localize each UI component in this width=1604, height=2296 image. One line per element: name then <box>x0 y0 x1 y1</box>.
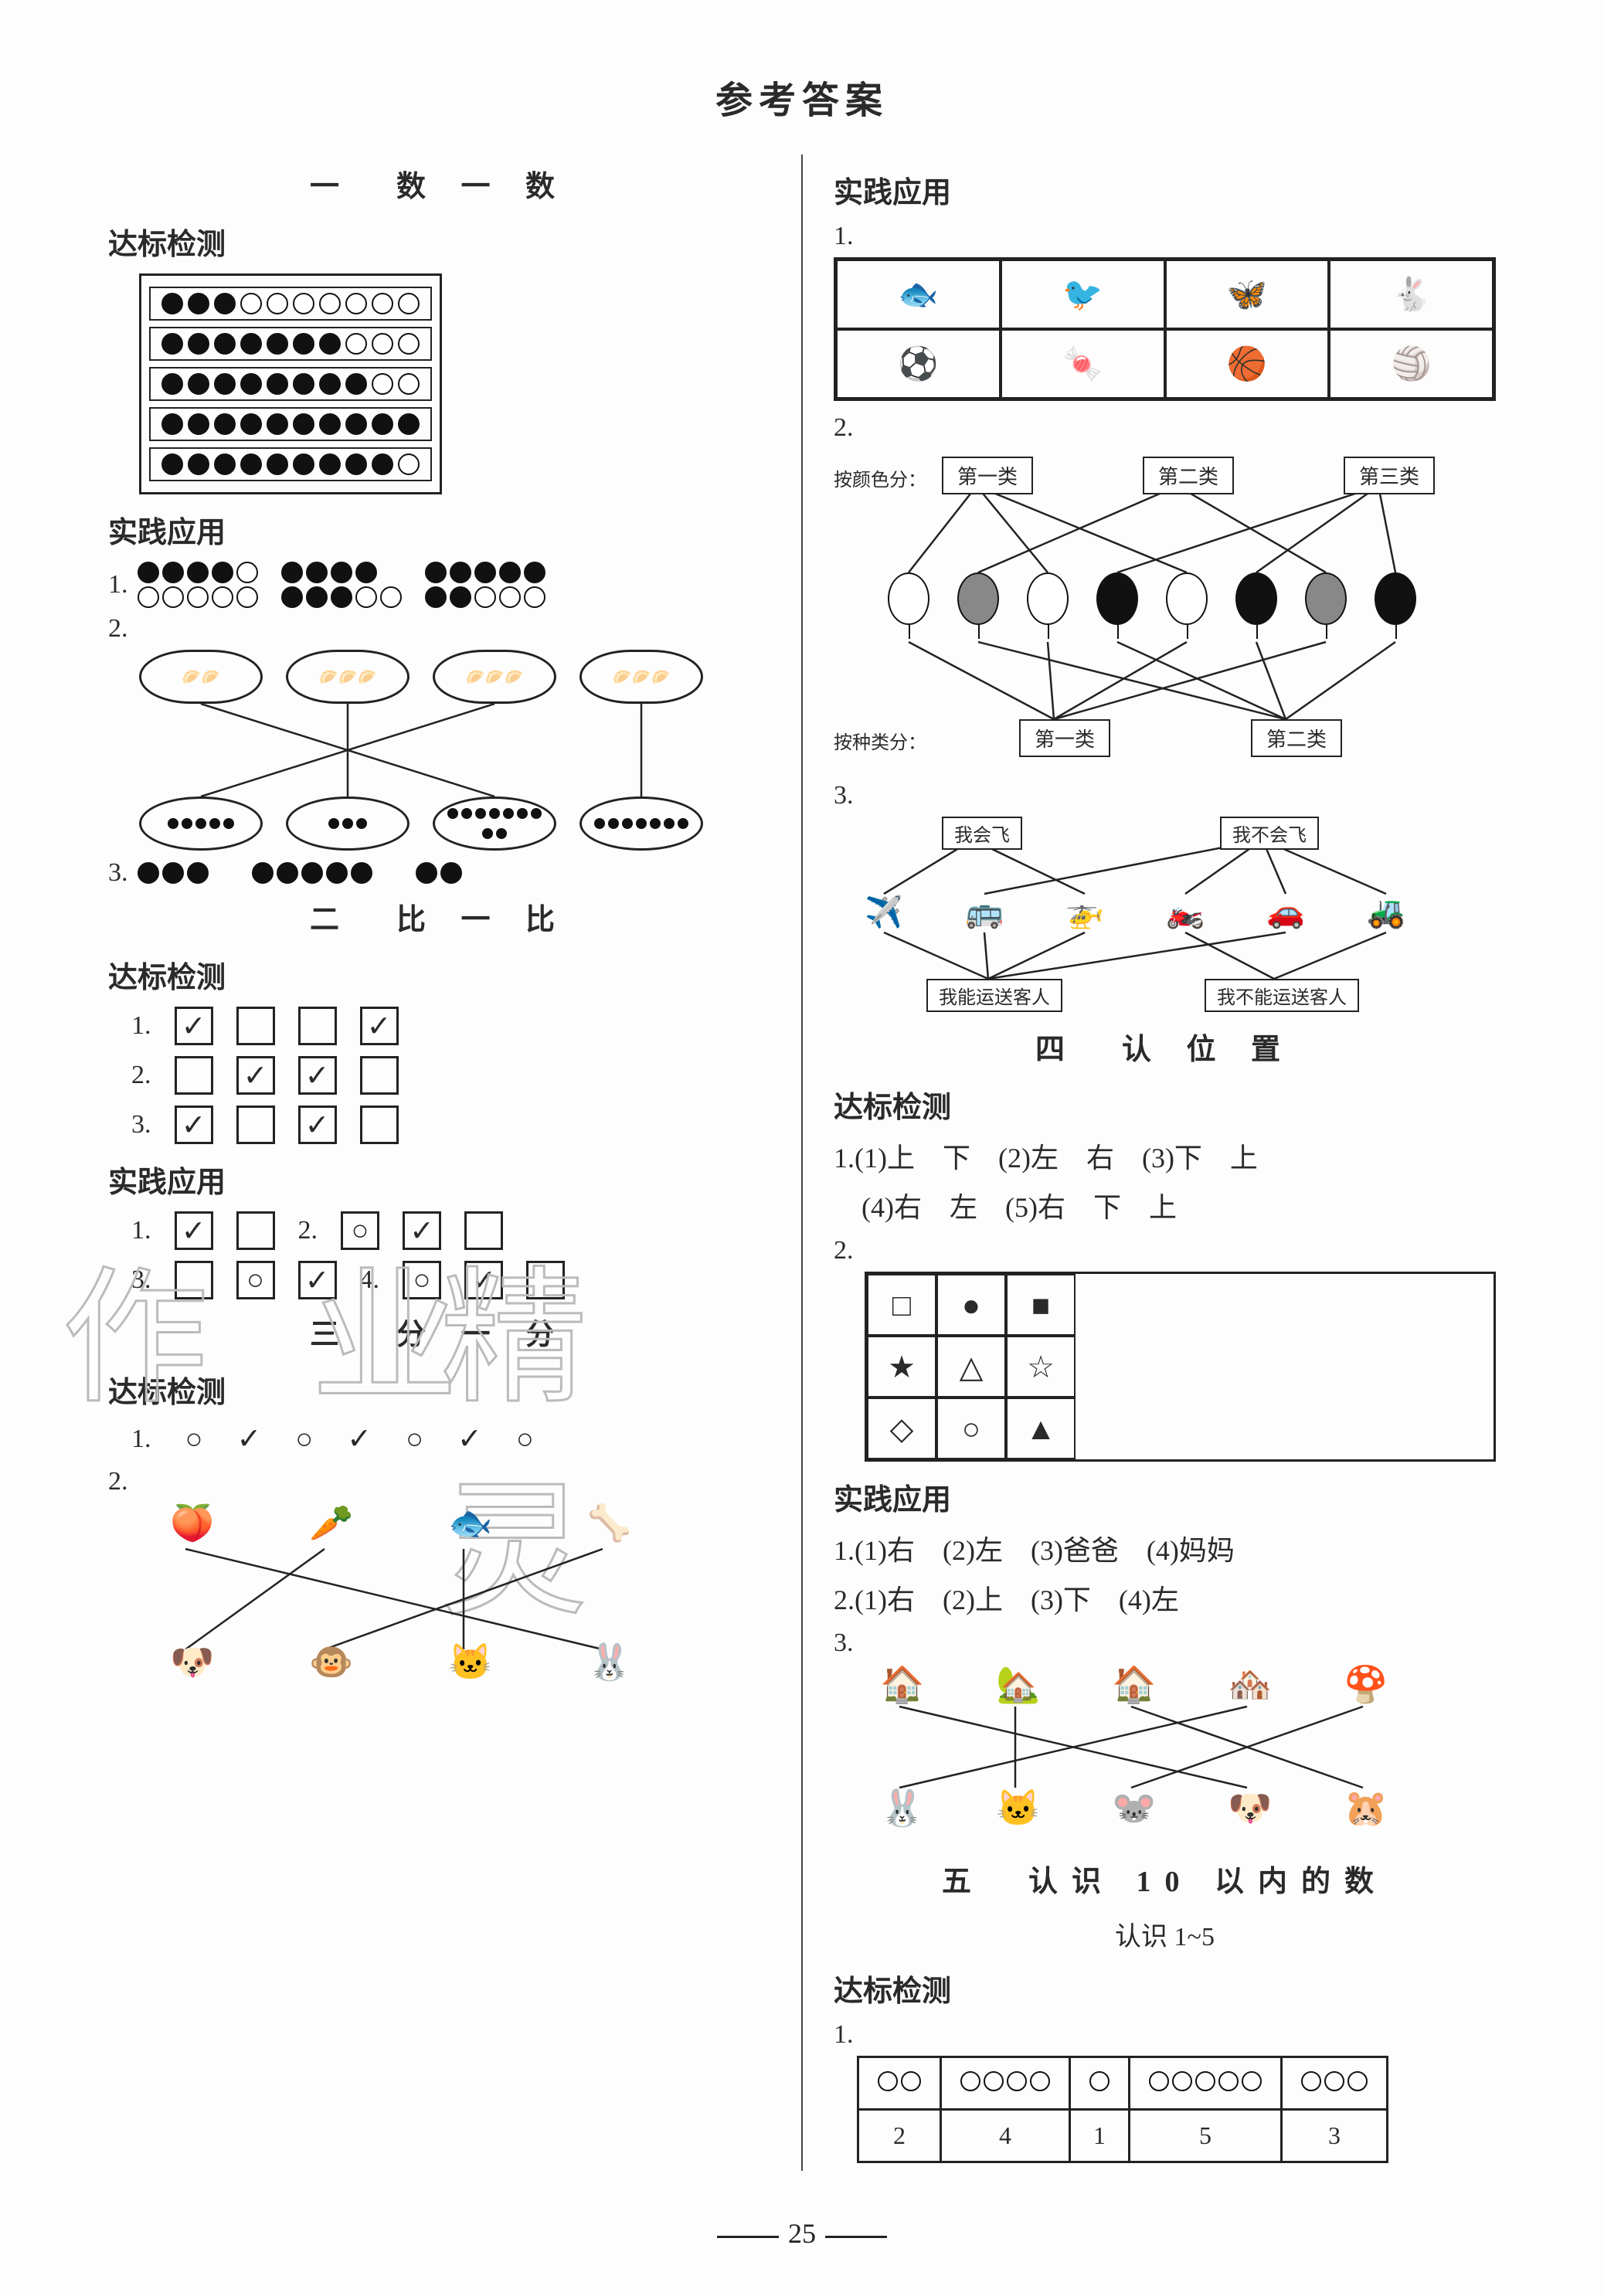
plates-ovals-matching: 🥟🥟🥟🥟🥟🥟🥟🥟🥟🥟🥟 <box>108 650 770 851</box>
sj2-row1: 1.✓2.○✓ <box>131 1211 770 1250</box>
vehicle-classification: 我会飞我不会飞✈️🚌🚁🏍️🚗🚜我能运送客人我不能运送客人 <box>834 817 1496 1017</box>
shape-grid-3x3: □●■★△☆◇○▲ <box>865 1272 1496 1462</box>
number-table: 24153 <box>857 2056 1388 2163</box>
db3-row: 1.○✓○✓○✓○ <box>131 1421 770 1456</box>
r-q2-label: 2. <box>834 413 1496 443</box>
sj4-line1: 1.(1)右 (2)左 (3)爸爸 (4)妈妈 <box>834 1529 1496 1574</box>
sj4-q3-label: 3. <box>834 1629 1496 1658</box>
db4-line2: (4)右 左 (5)右 下 上 <box>834 1186 1496 1231</box>
watermark-region: 1.✓2.○✓ 3.○✓4.○✓ 三 分 一 分 达标检测 1.○✓○✓○✓○ … <box>108 1211 770 1456</box>
section-2-title: 二 比 一 比 <box>108 895 770 938</box>
heading-shijian-r1: 实践应用 <box>834 168 1496 211</box>
classification-diagram: 按颜色分：第一类第二类第三类按种类分：第一类第二类 <box>834 449 1496 773</box>
heading-dabiao-r5: 达标检测 <box>834 1967 1496 2009</box>
q2-label-match: 2. <box>108 1467 770 1496</box>
heading-shijian-2: 实践应用 <box>108 1158 770 1201</box>
animal-food-matching: 🍑🥕🐟🦴🐶🐵🐱🐰 <box>108 1503 770 1703</box>
checkbox-grid-db2: 1.✓✓2.✓✓3.✓✓ <box>108 1007 770 1144</box>
q1-dots-groups: 1. <box>108 562 770 608</box>
heading-shijian-1: 实践应用 <box>108 508 770 551</box>
heading-dabiao-r4: 达标检测 <box>834 1083 1496 1126</box>
r5-q1-label: 1. <box>834 2020 1496 2050</box>
db4-q2-label: 2. <box>834 1236 1496 1265</box>
section-4-title: 四 认 位 置 <box>834 1025 1496 1068</box>
dot-rows-table <box>139 273 442 494</box>
section-3-title: 三 分 一 分 <box>108 1310 770 1353</box>
section-5-subtitle: 认识 1~5 <box>834 1915 1496 1953</box>
houses-animals-matching: 🏠🏡🏠🏘️🍄🐰🐱🐭🐶🐹 <box>834 1664 1496 1849</box>
picture-grid-2x4: 🐟🐦🦋🐇⚽🍬🏀🏐 <box>834 257 1496 401</box>
q3-dots: 3. <box>108 858 770 888</box>
heading-dabiao-1: 达标检测 <box>108 220 770 263</box>
r-q3-label: 3. <box>834 781 1496 810</box>
two-column-layout: 一 数 一 数 达标检测 实践应用 1. 2. 🥟🥟🥟🥟🥟🥟🥟🥟🥟🥟🥟 3. 二… <box>85 155 1519 2171</box>
sj2-row2: 3.○✓4.○✓ <box>131 1261 770 1299</box>
heading-dabiao-3: 达标检测 <box>108 1368 770 1411</box>
left-column: 一 数 一 数 达标检测 实践应用 1. 2. 🥟🥟🥟🥟🥟🥟🥟🥟🥟🥟🥟 3. 二… <box>85 155 803 2171</box>
sj4-line2: 2.(1)右 (2)上 (3)下 (4)左 <box>834 1578 1496 1623</box>
db4-line1: 1.(1)上 下 (2)左 右 (3)下 上 <box>834 1136 1496 1181</box>
section-1-title: 一 数 一 数 <box>108 162 770 205</box>
heading-shijian-r4: 实践应用 <box>834 1476 1496 1518</box>
section-5-title: 五 认识 10 以内的数 <box>834 1857 1496 1900</box>
r-q1-label: 1. <box>834 222 1496 251</box>
heading-dabiao-2: 达标检测 <box>108 953 770 996</box>
q2-label: 2. <box>108 614 770 644</box>
page-title: 参考答案 <box>85 70 1519 124</box>
right-column: 实践应用 1. 🐟🐦🦋🐇⚽🍬🏀🏐 2. 按颜色分：第一类第二类第三类按种类分：第… <box>803 155 1519 2171</box>
page-number: 25 <box>85 2217 1519 2250</box>
